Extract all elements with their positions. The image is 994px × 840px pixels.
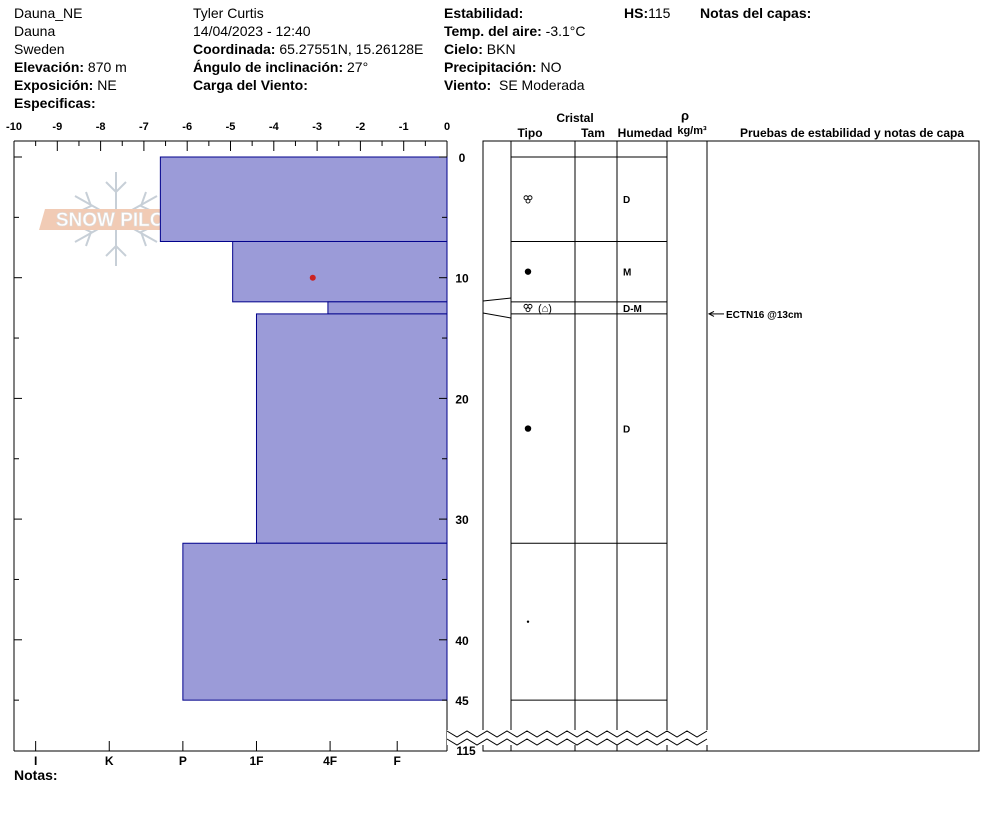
depth-bottom-label: 115 [456, 744, 476, 758]
aspect: Exposición: NE [14, 77, 117, 93]
depth-label: 20 [455, 392, 469, 406]
moisture-value: D [623, 195, 630, 206]
precipitation: Precipitación: NO [444, 59, 561, 75]
test-arrow-icon [707, 310, 715, 317]
depth-label: 10 [455, 272, 469, 286]
snow-layer-2 [232, 240, 448, 303]
coord-label: Coordinada: [193, 41, 276, 57]
hs: HS:115 [624, 5, 670, 21]
grain-part [525, 307, 531, 313]
snowpilot-logo: SNOW PILOT [39, 172, 193, 266]
density-unit: kg/m³ [677, 125, 707, 137]
grain-round-icon [524, 425, 532, 432]
moisture-value: M [623, 268, 631, 279]
sky-label: Cielo: [444, 41, 483, 57]
moisture-value: D-M [623, 304, 642, 315]
tests-header: Pruebas de estabilidad y notas de capa [740, 126, 964, 140]
connector-line [482, 312, 512, 319]
grain-part [525, 198, 531, 204]
temp-tick-label: -3 [312, 121, 322, 133]
size-header: Tam [581, 126, 605, 140]
logo-text: SNOW PILOT [56, 210, 177, 231]
hs-label: HS: [624, 5, 649, 21]
grain-secondary: (⌂) [538, 303, 552, 315]
location: Dauna [14, 23, 56, 39]
grain-round-icon [524, 268, 532, 275]
elevation-value: 870 m [87, 59, 127, 75]
specifics-label: Especificas: [14, 95, 96, 111]
coordinates: Coordinada: 65.27551N, 15.26128E [193, 41, 423, 57]
snow-layer-3 [327, 301, 448, 315]
temp-tick-label: -4 [269, 121, 280, 133]
stability-label: Estabilidad: [444, 5, 524, 21]
grain-faceted-icon [523, 195, 533, 204]
crystal-header: Cristal [556, 111, 593, 125]
temp-tick-label: -1 [399, 121, 409, 133]
table-frame [482, 140, 980, 752]
notes-label: Notas: [14, 767, 58, 783]
snow-layer-1 [159, 156, 448, 242]
hardness-label-F: F [394, 754, 401, 768]
temp-tick-label: -8 [96, 121, 106, 133]
depth-label: 45 [455, 694, 469, 708]
country: Sweden [14, 41, 65, 57]
hardness-label-I: I [34, 754, 37, 768]
depth-label: 40 [455, 634, 469, 648]
air-temp-value: -3.1°C [545, 23, 586, 39]
snow-layer-5 [182, 542, 448, 701]
moisture-header: Humedad [618, 126, 673, 140]
temperature-point [309, 274, 316, 281]
slope: Ángulo de inclinación: 27° [193, 59, 368, 75]
air-temp: Temp. del aire: -3.1°C [444, 23, 586, 39]
break-zigzag-top [446, 730, 708, 738]
observer: Tyler Curtis [193, 5, 264, 21]
temp-tick-label: -6 [182, 121, 192, 133]
depth-label: 0 [459, 151, 466, 165]
depth-label: 30 [455, 513, 469, 527]
elevation-label: Elevación: [14, 59, 85, 75]
hs-value: 115 [648, 5, 671, 21]
slope-value: 27° [347, 59, 369, 75]
aspect-value: NE [97, 77, 117, 93]
wind-load-label: Carga del Viento: [193, 77, 308, 93]
moisture-value: D [623, 425, 630, 436]
temp-tick-label: -9 [52, 121, 62, 133]
wind-label: Viento: [444, 77, 492, 93]
temp-tick-label: -5 [226, 121, 236, 133]
wind: Viento: SE Moderada [444, 77, 585, 93]
sky-value: BKN [486, 41, 516, 57]
density-symbol: ρ [681, 108, 689, 123]
aspect-label: Exposición: [14, 77, 94, 93]
grain-faceted-icon [523, 303, 533, 313]
break-zigzag-bottom [446, 738, 708, 746]
temp-tick-label: -7 [139, 121, 149, 133]
snow-layer-4 [255, 313, 448, 544]
connector-line [482, 297, 512, 302]
hardness-label-K: K [105, 754, 114, 768]
stability-test-label: ECTN16 @13cm [726, 310, 803, 321]
precip-value: NO [540, 59, 562, 75]
layer-notes-label: Notas del capas: [700, 5, 812, 21]
temp-tick-label: -2 [356, 121, 366, 133]
grain-dot-icon [526, 620, 530, 623]
elevation: Elevación: 870 m [14, 59, 127, 75]
coord-value: 65.27551N, 15.26128E [279, 41, 424, 57]
temp-tick-label: -10 [6, 121, 22, 133]
temp-tick-label: 0 [444, 121, 450, 133]
slope-label: Ángulo de inclinación: [193, 59, 344, 75]
hardness-label-4F: 4F [323, 754, 337, 768]
wind-value: SE Moderada [498, 77, 585, 93]
datetime: 14/04/2023 - 12:40 [193, 23, 311, 39]
site-name: Dauna_NE [14, 5, 83, 21]
hardness-label-1F: 1F [249, 754, 263, 768]
type-header: Tipo [517, 126, 542, 140]
sky: Cielo: BKN [444, 41, 516, 57]
air-temp-label: Temp. del aire: [444, 23, 542, 39]
precip-label: Precipitación: [444, 59, 537, 75]
hardness-label-P: P [179, 754, 187, 768]
